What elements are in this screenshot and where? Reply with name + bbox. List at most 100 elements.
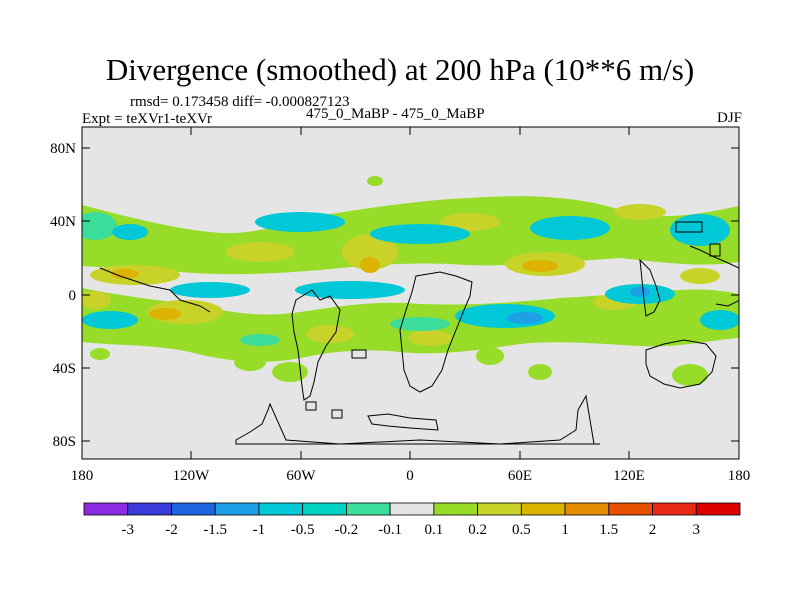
coastline-south-america (291, 289, 341, 401)
coastline-island (709, 243, 721, 257)
divergence-patch (528, 364, 552, 380)
colorbar-swatch (564, 502, 610, 516)
lon-label: 60W (286, 468, 316, 484)
coastline-australia (645, 339, 717, 389)
coastline-sh-islands (367, 413, 439, 431)
divergence-high (614, 204, 666, 220)
colorbar-label: 1 (561, 522, 569, 538)
coastlines (99, 221, 739, 445)
colorbar-label: 0.5 (512, 522, 531, 538)
divergence-high (408, 330, 452, 346)
colorbar-swatch (520, 502, 566, 516)
latitude-labels: 80N 40N 0 40S 80S (50, 141, 76, 450)
coastline-se-asia (639, 258, 661, 317)
divergence-peak (111, 269, 139, 279)
divergence-peak (149, 308, 181, 320)
convergence-area (507, 312, 543, 324)
colorbar (83, 502, 741, 516)
convergence-area (390, 317, 450, 331)
experiment-label: Expt = teXVr1-teXVr (82, 111, 212, 127)
divergence-high (82, 291, 111, 309)
longitude-ticks (81, 127, 740, 459)
convergence-area (295, 281, 405, 299)
lon-label: 120E (613, 468, 645, 484)
lat-label: 80N (50, 141, 76, 157)
colorbar-swatch (345, 502, 391, 516)
lat-label: 80S (53, 434, 76, 450)
lon-label: 180 (728, 468, 751, 484)
divergence-high (680, 268, 720, 284)
colorbar-label: 0.2 (468, 522, 487, 538)
convergence-area (112, 224, 148, 240)
lat-label: 40S (53, 361, 76, 377)
coastline-central-america (99, 267, 211, 313)
colorbar-label: 1.5 (599, 522, 618, 538)
divergence-high (342, 234, 398, 270)
colorbar-swatch (83, 502, 129, 516)
season-label: DJF (716, 110, 742, 126)
coastline-island (305, 401, 317, 411)
coastline-antarctica (235, 394, 600, 445)
convergence-area (630, 287, 650, 297)
divergence-field (82, 176, 739, 386)
divergence-patch (367, 176, 383, 186)
map-title: Divergence (smoothed) at 200 hPa (10**6 … (105, 52, 695, 87)
colorbar-swatch (389, 502, 435, 516)
coastline-island (351, 349, 367, 359)
convergence-area (530, 216, 610, 240)
divergence-patch (672, 364, 708, 386)
colorbar-label: -3 (121, 522, 134, 538)
colorbar-label: 2 (649, 522, 657, 538)
colorbar-swatch (652, 502, 697, 516)
rmsd-diff-stats: rmsd= 0.173458 diff= -0.000827123 (130, 94, 350, 110)
colorbar-labels: -3 -2 -1.5 -1 -0.5 -0.2 -0.1 0.1 0.2 0.5 1 1.5 2 3 (121, 522, 700, 538)
colorbar-label: 0.1 (424, 522, 443, 538)
latitude-ticks (82, 147, 739, 442)
colorbar-swatch (477, 502, 522, 516)
convergence-area (240, 334, 280, 346)
lat-label: 40N (50, 214, 76, 230)
colorbar-label: -1 (253, 522, 266, 538)
divergence-patch (90, 348, 110, 360)
coastline-island (331, 409, 343, 419)
divergence-high (226, 242, 294, 262)
divergence-peak (522, 260, 558, 272)
colorbar-label: -1.5 (203, 522, 227, 538)
colorbar-swatch (695, 502, 741, 516)
colorbar-swatch (258, 502, 304, 516)
convergence-area (255, 212, 345, 232)
colorbar-swatch (608, 502, 653, 516)
divergence-patch (234, 353, 266, 371)
colorbar-label: -0.1 (378, 522, 402, 538)
lon-label: 120W (173, 468, 211, 484)
colorbar-label: -0.2 (335, 522, 359, 538)
coastline-indonesia (715, 299, 739, 307)
lon-label: 180 (71, 468, 94, 484)
convergence-area (700, 310, 739, 330)
divergence-high (440, 213, 500, 231)
lon-label: 0 (406, 468, 414, 484)
convergence-area (670, 214, 730, 246)
divergence-peak (360, 257, 380, 273)
colorbar-swatch (433, 502, 479, 516)
colorbar-swatch (302, 502, 347, 516)
convergence-area (82, 311, 138, 329)
convergence-area (170, 282, 250, 298)
coastline-africa (399, 271, 473, 393)
longitude-labels: 180 120W 60W 0 60E 120E 180 (71, 468, 751, 484)
convergence-area (370, 224, 470, 244)
divergence-patch (272, 362, 308, 382)
coastline-island (675, 221, 703, 233)
lon-label: 60E (508, 468, 532, 484)
colorbar-label: 3 (693, 522, 701, 538)
divergence-high (306, 325, 354, 343)
colorbar-label: -2 (165, 522, 178, 538)
divergence-patch (476, 347, 504, 365)
colorbar-label: -0.5 (291, 522, 315, 538)
convergence-area (82, 212, 117, 240)
lat-label: 0 (69, 288, 77, 304)
colorbar-swatch (214, 502, 260, 516)
colorbar-swatch (171, 502, 216, 516)
run-comparison-label: 475_0_MaBP - 475_0_MaBP (306, 106, 485, 122)
